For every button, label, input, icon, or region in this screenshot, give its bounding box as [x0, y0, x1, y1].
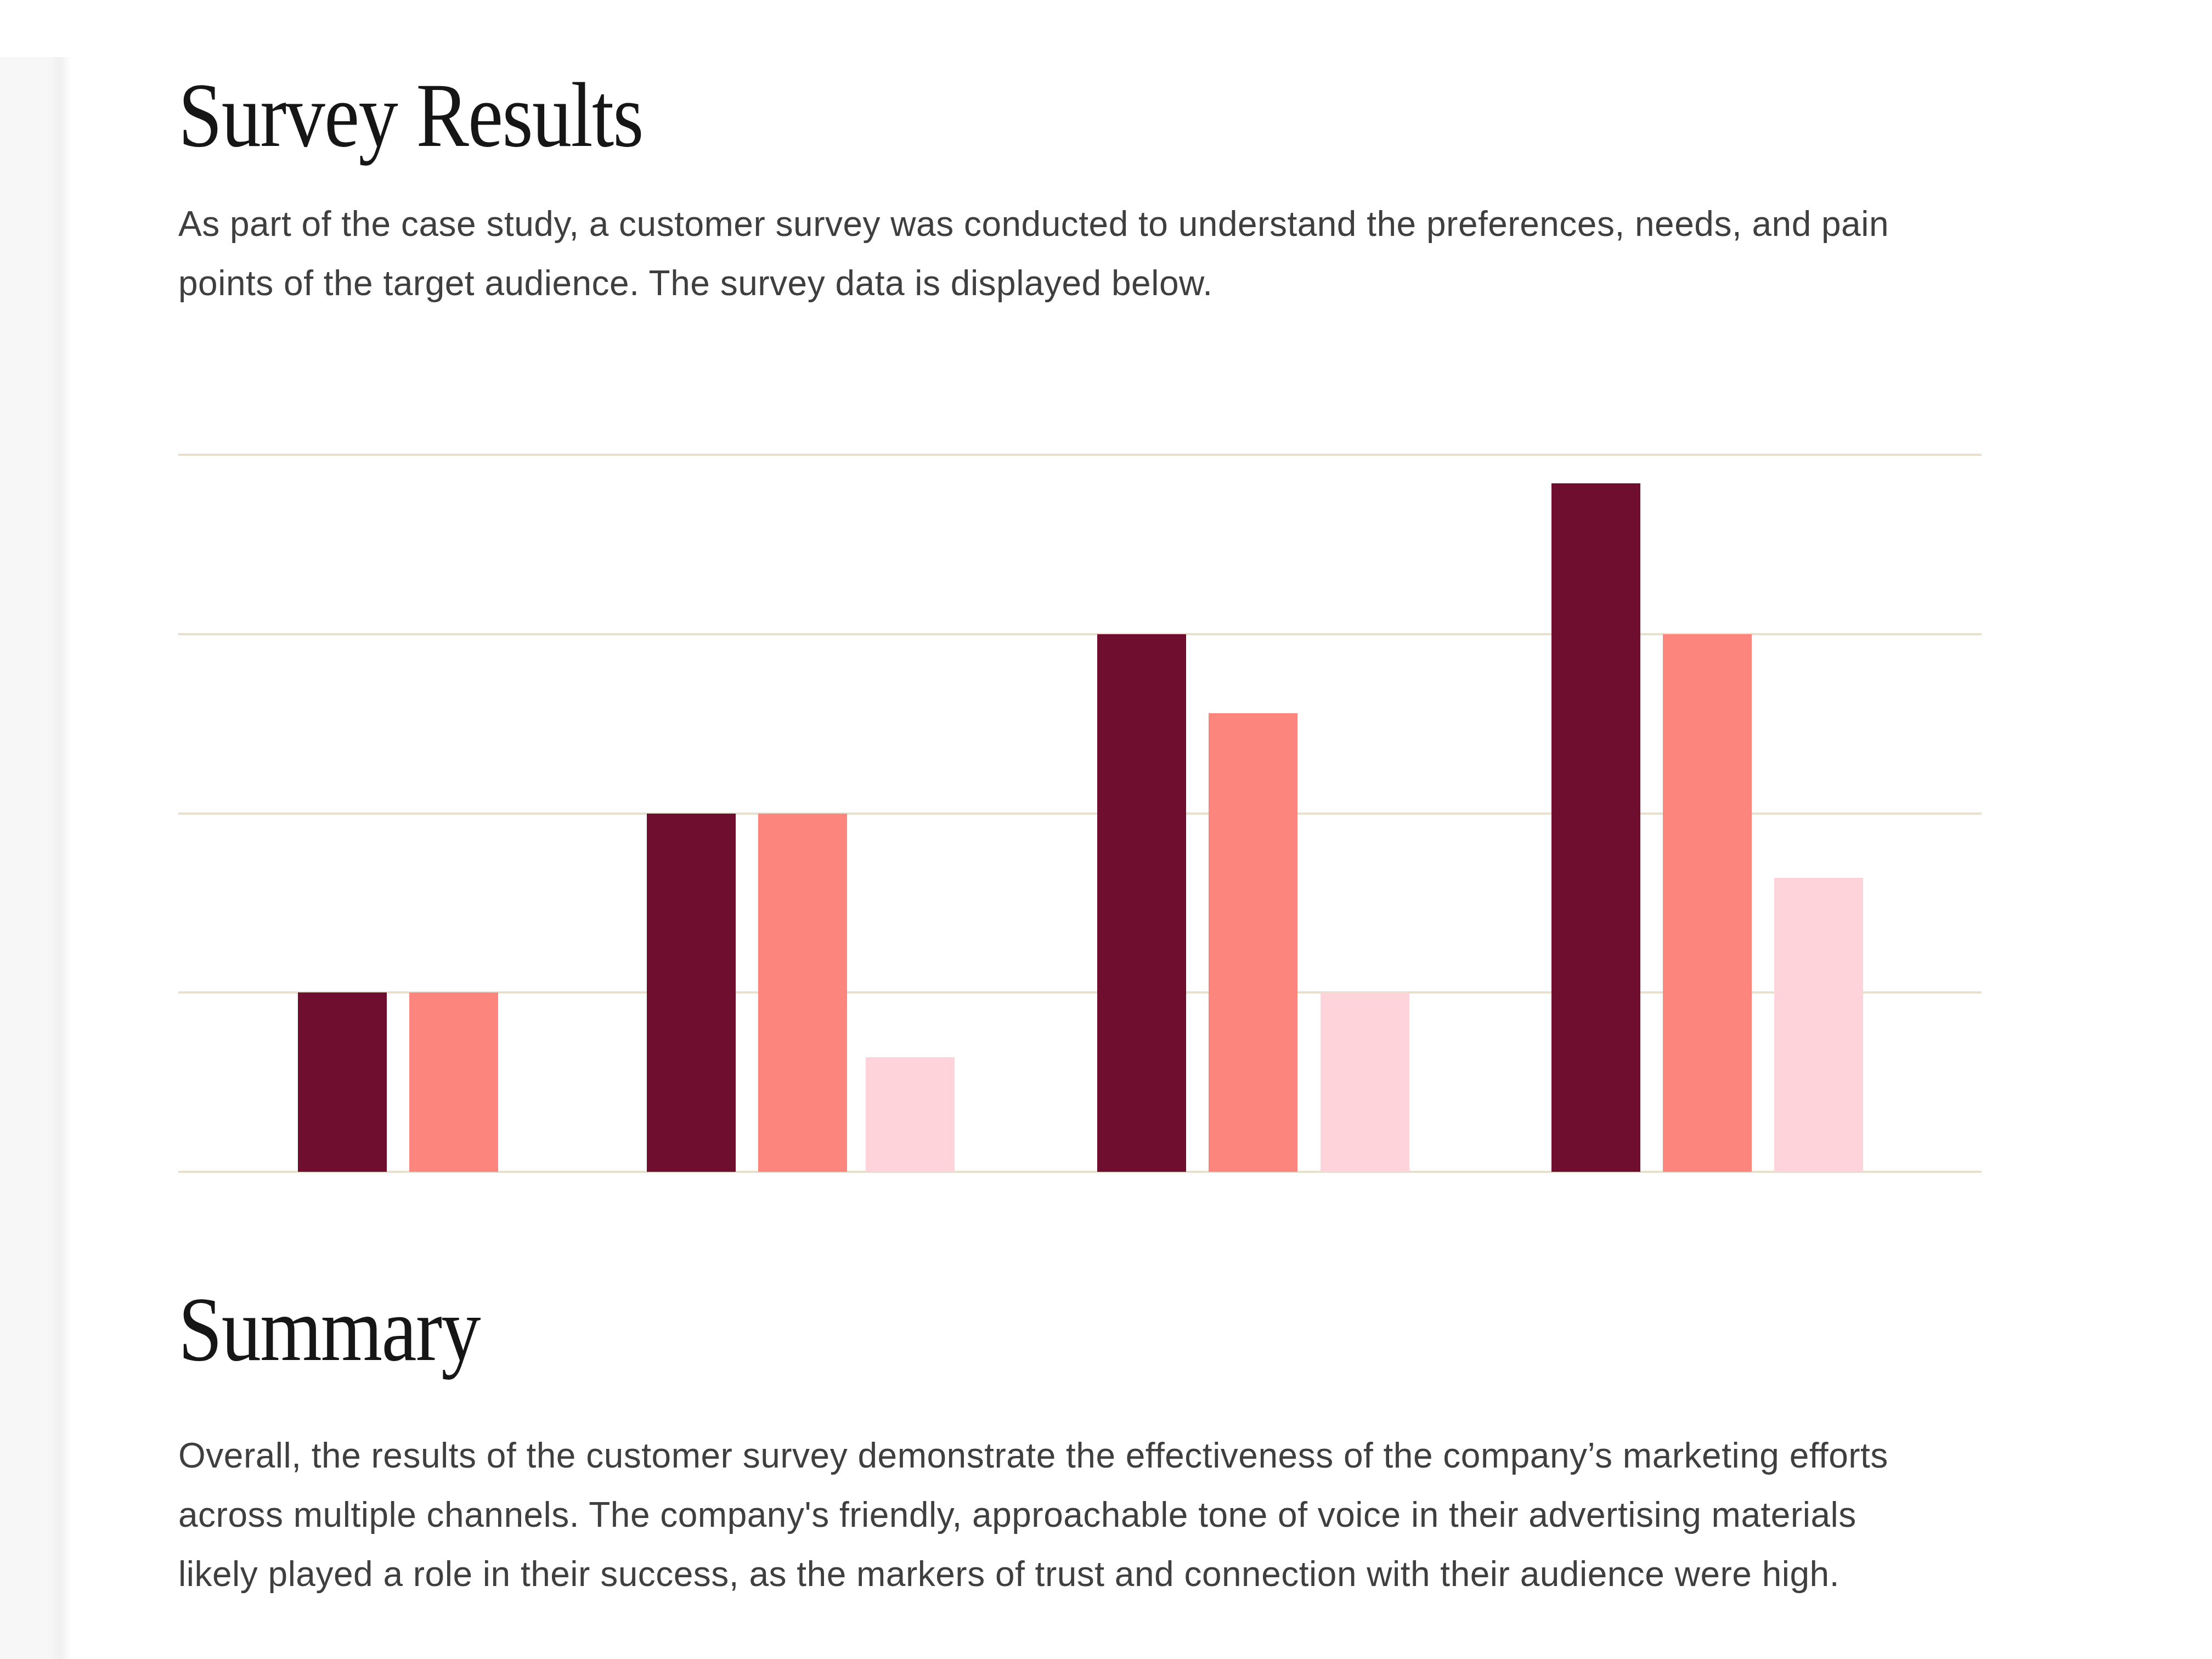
summary-heading: Summary — [178, 1271, 1782, 1386]
bar-group4-series-3-light-pink — [1774, 878, 1863, 1172]
page-content: Survey Results As part of the case study… — [178, 57, 2044, 1604]
bar-group3-series-3-light-pink — [1321, 992, 1409, 1172]
survey-results-heading: Survey Results — [178, 57, 1782, 172]
bar-group1-series-1-dark-maroon — [298, 992, 387, 1172]
bar-group2-series-3-light-pink — [866, 1057, 955, 1172]
bar-group4-series-1-dark-maroon — [1551, 483, 1640, 1172]
document-page: Survey Results As part of the case study… — [0, 57, 2212, 1659]
bar-group3-series-1-dark-maroon — [1097, 634, 1186, 1172]
bar-group3-series-2-salmon — [1209, 713, 1297, 1172]
survey-bar-chart — [178, 455, 1982, 1172]
gridline-y-100 — [178, 454, 1982, 456]
page-edge-gutter — [0, 57, 71, 1659]
bar-group1-series-2-salmon — [409, 992, 498, 1172]
bar-group2-series-2-salmon — [758, 814, 847, 1172]
bar-group2-series-1-dark-maroon — [647, 814, 736, 1172]
bar-group4-series-2-salmon — [1663, 634, 1752, 1172]
survey-intro-paragraph: As part of the case study, a customer su… — [178, 194, 2044, 313]
summary-paragraph: Overall, the results of the customer sur… — [178, 1426, 2044, 1604]
